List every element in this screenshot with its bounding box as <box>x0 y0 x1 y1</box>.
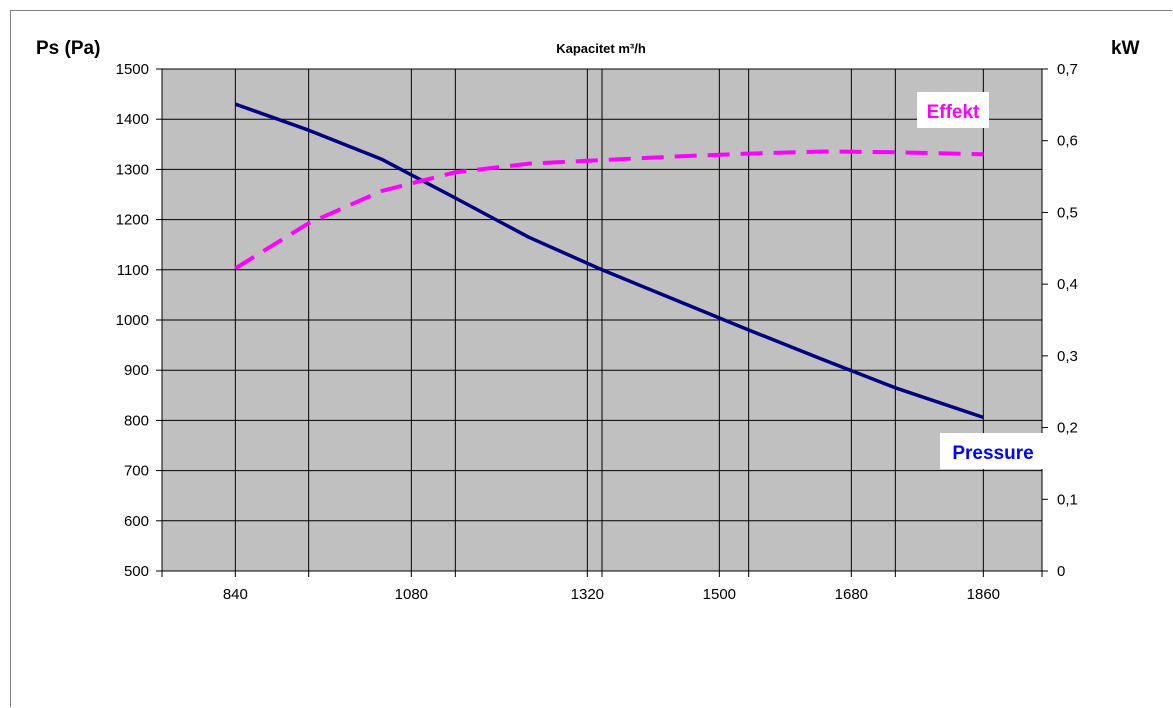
x-tick-label: 1680 <box>835 586 868 603</box>
series-line-effekt <box>234 149 984 271</box>
x-tick-label: 840 <box>223 586 248 603</box>
y-tick-label: 1300 <box>116 161 149 178</box>
y2-tick-label: 0,3 <box>1057 348 1078 365</box>
series-label-box <box>940 433 1046 469</box>
x-tick-label: 1080 <box>395 586 428 603</box>
left-y-axis: 500 600 700 800 900 1000 1100 1200 1300 1400 1500 <box>116 61 162 580</box>
y2-tick-label: 0,6 <box>1057 133 1078 150</box>
y2-tick-label: 0,1 <box>1057 491 1078 508</box>
x-tick-label: 1320 <box>571 586 604 603</box>
y2-tick-label: 0,5 <box>1057 204 1078 221</box>
series-labels: Pressure Effekt <box>917 92 1046 469</box>
horizontal-gridlines <box>162 68 1042 572</box>
y2-axis-title: kW <box>1111 38 1140 59</box>
x-axis: 840 1080 1320 1500 1680 1860 <box>161 571 1043 603</box>
right-y-axis: 0 0,1 0,2 0,3 0,4 0,5 0,6 0,7 <box>1042 61 1078 580</box>
y2-tick-label: 0,7 <box>1057 61 1078 78</box>
y2-tick-label: 0,2 <box>1057 420 1078 437</box>
y-axis-title: Ps (Pa) <box>36 38 100 59</box>
y-tick-label: 800 <box>124 412 149 429</box>
y-tick-label: 600 <box>124 513 149 530</box>
chart-frame <box>10 10 1172 707</box>
y-tick-label: 1500 <box>116 61 149 78</box>
y2-tick-label: 0,4 <box>1057 276 1078 293</box>
y-tick-label: 500 <box>124 563 149 580</box>
series-label-pressure: Pressure <box>952 443 1033 464</box>
x-tick-label: 1500 <box>703 586 736 603</box>
chart-title: Kapacitet m³/h <box>556 41 646 56</box>
series-label-effekt: Effekt <box>927 102 980 123</box>
y-tick-label: 1400 <box>116 111 149 128</box>
y2-tick-label: 0 <box>1057 563 1065 580</box>
series-lines <box>234 102 984 420</box>
y-tick-label: 1200 <box>116 212 149 229</box>
series-line-pressure <box>234 102 984 420</box>
y-tick-label: 900 <box>124 362 149 379</box>
y-tick-label: 1000 <box>116 312 149 329</box>
series-label-box <box>917 92 989 128</box>
x-tick-label: 1860 <box>967 586 1000 603</box>
y-tick-label: 700 <box>124 463 149 480</box>
y-tick-label: 1100 <box>117 262 149 279</box>
